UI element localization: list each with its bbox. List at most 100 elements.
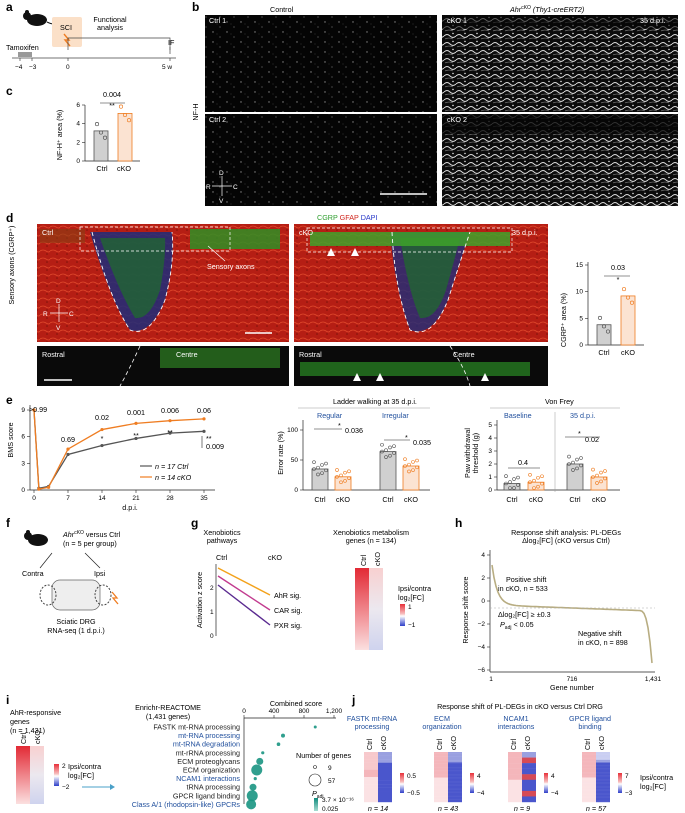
d-side-label: Sensory axons (CGRP⁺): [7, 226, 16, 305]
j-cell: [596, 790, 610, 792]
arrowhead-5: [481, 373, 489, 381]
j-cell: [434, 752, 448, 754]
j-cell: [596, 780, 610, 782]
panel-letter-c: c: [6, 84, 13, 98]
arrow-contra: [39, 552, 53, 569]
bms-right-stars: **: [206, 434, 212, 443]
j-cell: [582, 783, 596, 785]
j-cell: [596, 800, 610, 802]
svg-text:C: C: [69, 311, 74, 318]
panel-letter-h: h: [455, 516, 462, 530]
j-cell: [378, 777, 392, 781]
j-cell: [596, 793, 610, 795]
j-cell: [508, 752, 522, 758]
j-cell: [582, 759, 596, 761]
j-panel-title1: FASTK mt-RNA: [347, 714, 398, 723]
j-legend-bar: [618, 773, 622, 793]
c-ytick-label: 4: [76, 121, 80, 128]
c-ylabel: NF-H⁺ area (%): [55, 110, 64, 161]
cko1-label: cKO 1: [447, 16, 467, 25]
d-stain-legend: CGRP GFAP DAPI: [317, 213, 377, 222]
j-cell: [508, 757, 522, 764]
j-cell: [448, 765, 462, 768]
vonfrey-point: [528, 480, 532, 485]
d-pvalue: 0.03: [611, 263, 625, 272]
c-point: [102, 135, 108, 140]
j-cell: [434, 775, 448, 777]
vonfrey-cat-2: Ctrl: [569, 495, 581, 504]
j-cell: [596, 775, 610, 777]
vonfrey-p2: 0.02: [585, 435, 599, 444]
d-ylabel: CGRP⁺ area (%): [559, 293, 568, 347]
vonfrey-point: [516, 475, 520, 480]
i-dot: [249, 783, 257, 791]
vonfrey-point: [508, 486, 512, 490]
i-padj-bar: [314, 798, 318, 811]
drg-illustration: [39, 579, 119, 611]
arrowhead-4: [376, 373, 384, 381]
j-cell: [596, 762, 610, 764]
bms-point: [202, 417, 206, 421]
j-cell: [378, 780, 392, 785]
c-point: [126, 118, 132, 123]
ladder-cat-2: Ctrl: [382, 495, 394, 504]
j-legend-tick: −0.5: [407, 790, 420, 797]
vonfrey-point: [536, 475, 540, 480]
d-point: [621, 287, 627, 292]
j-cell: [596, 779, 610, 781]
d-point: [601, 324, 607, 329]
j-cell: [448, 777, 462, 779]
sci-label: SCI: [60, 23, 72, 32]
ladder-point: [320, 463, 324, 467]
j-col-cko: cKO: [523, 736, 532, 750]
j-cell: [582, 790, 596, 792]
j-cell: [596, 777, 610, 779]
j-cell: [582, 752, 596, 754]
j-cell: [434, 795, 448, 797]
ladder-bar: [334, 476, 352, 491]
d-point: [629, 300, 635, 305]
j-cell: [596, 796, 610, 798]
j-cell: [378, 794, 392, 799]
j-cell: [582, 785, 596, 787]
ladder-point: [324, 468, 328, 473]
bms-point: [100, 443, 104, 448]
j-cell: [596, 767, 610, 769]
i-num-57: 57: [328, 778, 336, 785]
g-pxr: PXR sig.: [274, 621, 302, 630]
i-legend-tick1: 2: [62, 763, 66, 770]
j-cell: [582, 780, 596, 783]
j-cell: [434, 781, 448, 783]
bms-point: [100, 427, 104, 432]
j-cell: [522, 763, 536, 769]
vonfrey-point: [575, 457, 579, 462]
g-ylabel: Activation z score: [195, 572, 204, 628]
bms-xlabel: d.p.i.: [122, 503, 138, 512]
ladder-point: [384, 455, 388, 459]
nfh-label: NF-H: [191, 103, 200, 120]
bms-star: *: [101, 434, 104, 443]
chart-e-bms: BMS score 0 3 6 9 0 7 14 21 28 35 d.p.i. >0.99 0.…: [6, 405, 224, 512]
j-cell: [582, 793, 596, 795]
j-legend1: Ipsi/contra: [640, 773, 673, 782]
j-cell: [448, 786, 462, 789]
j-cell: [448, 797, 462, 799]
g-legend-tick1: 1: [408, 604, 412, 611]
j-cell: [448, 782, 462, 784]
g-hm-title1: Xenobiotics metabolism: [333, 528, 409, 537]
j-cell: [434, 778, 448, 781]
j-col-ctrl: Ctrl: [435, 738, 444, 750]
j-cell: [582, 775, 596, 777]
vonfrey-point: [504, 481, 508, 486]
j-legend-bar: [544, 773, 548, 793]
j-cell: [448, 783, 462, 785]
cko-title: AhrcKO (Thy1-creERT2): [509, 5, 584, 14]
i-term-label: NCAM1 interactions: [176, 774, 240, 783]
j-cell: [434, 791, 448, 793]
j-cell: [596, 787, 610, 789]
c-cat-cko: cKO: [117, 164, 131, 173]
j-cell: [448, 789, 462, 791]
ladder-star1: *: [338, 421, 341, 430]
j-cell: [364, 791, 378, 796]
j-cell: [508, 768, 522, 775]
